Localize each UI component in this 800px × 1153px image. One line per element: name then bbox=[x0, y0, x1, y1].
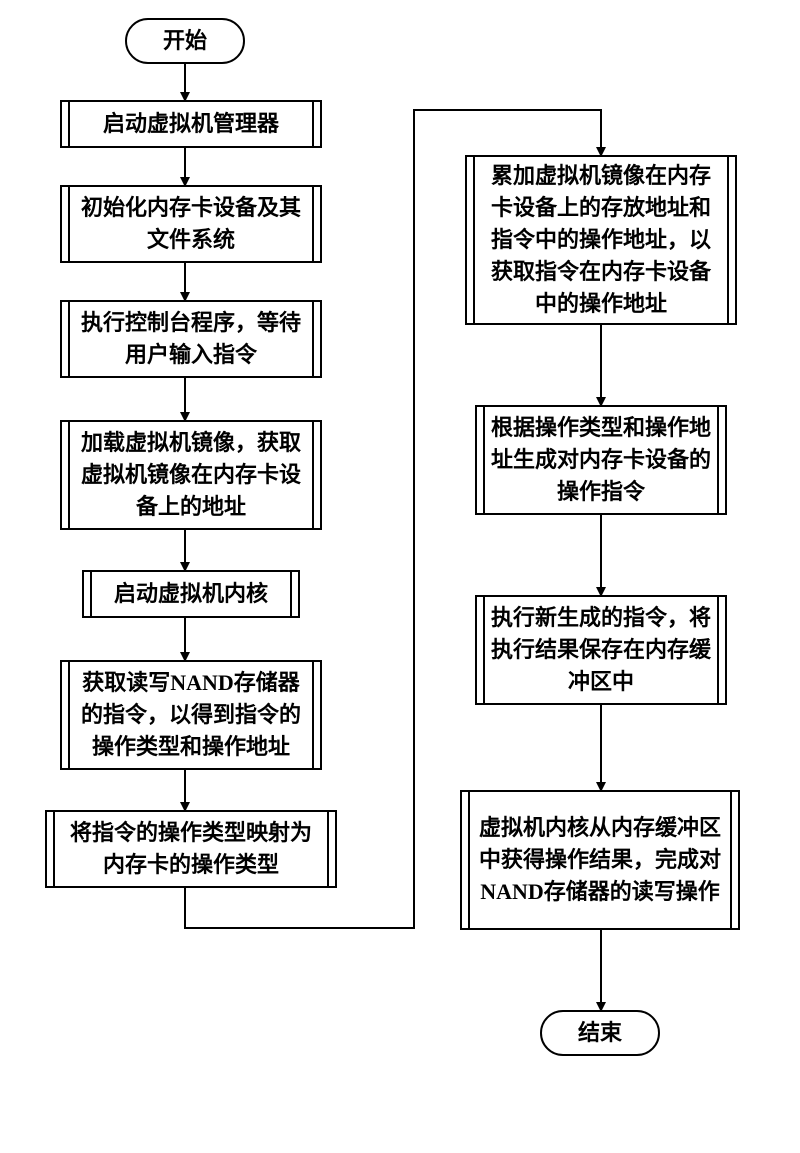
flow-step-2-label: 初始化内存卡设备及其文件系统 bbox=[76, 192, 306, 256]
flow-step-4-label: 加载虚拟机镜像，获取虚拟机镜像在内存卡设备上的地址 bbox=[76, 427, 306, 523]
flow-step-4: 加载虚拟机镜像，获取虚拟机镜像在内存卡设备上的地址 bbox=[60, 420, 322, 530]
flow-step-11: 虚拟机内核从内存缓冲区中获得操作结果，完成对NAND存储器的读写操作 bbox=[460, 790, 740, 930]
flow-step-6: 获取读写NAND存储器的指令，以得到指令的操作类型和操作地址 bbox=[60, 660, 322, 770]
flow-step-8: 累加虚拟机镜像在内存卡设备上的存放地址和指令中的操作地址，以获取指令在内存卡设备… bbox=[465, 155, 737, 325]
flow-step-9-label: 根据操作类型和操作地址生成对内存卡设备的操作指令 bbox=[491, 412, 711, 508]
flow-step-10: 执行新生成的指令，将执行结果保存在内存缓冲区中 bbox=[475, 595, 727, 705]
flow-step-7: 将指令的操作类型映射为内存卡的操作类型 bbox=[45, 810, 337, 888]
flow-step-5: 启动虚拟机内核 bbox=[82, 570, 300, 618]
flow-start-label: 开始 bbox=[163, 25, 207, 57]
flow-step-8-label: 累加虚拟机镜像在内存卡设备上的存放地址和指令中的操作地址，以获取指令在内存卡设备… bbox=[481, 160, 721, 319]
flow-step-1: 启动虚拟机管理器 bbox=[60, 100, 322, 148]
flow-step-11-label: 虚拟机内核从内存缓冲区中获得操作结果，完成对NAND存储器的读写操作 bbox=[476, 812, 724, 908]
flow-step-10-label: 执行新生成的指令，将执行结果保存在内存缓冲区中 bbox=[491, 602, 711, 698]
flow-end-label: 结束 bbox=[578, 1017, 622, 1049]
flow-step-2: 初始化内存卡设备及其文件系统 bbox=[60, 185, 322, 263]
flow-step-7-label: 将指令的操作类型映射为内存卡的操作类型 bbox=[61, 817, 321, 881]
flow-step-3: 执行控制台程序，等待用户输入指令 bbox=[60, 300, 322, 378]
flow-step-5-label: 启动虚拟机内核 bbox=[114, 578, 268, 610]
flow-start: 开始 bbox=[125, 18, 245, 64]
flow-step-9: 根据操作类型和操作地址生成对内存卡设备的操作指令 bbox=[475, 405, 727, 515]
flow-step-1-label: 启动虚拟机管理器 bbox=[103, 108, 279, 140]
flow-step-3-label: 执行控制台程序，等待用户输入指令 bbox=[76, 307, 306, 371]
flow-end: 结束 bbox=[540, 1010, 660, 1056]
flow-step-6-label: 获取读写NAND存储器的指令，以得到指令的操作类型和操作地址 bbox=[76, 667, 306, 763]
